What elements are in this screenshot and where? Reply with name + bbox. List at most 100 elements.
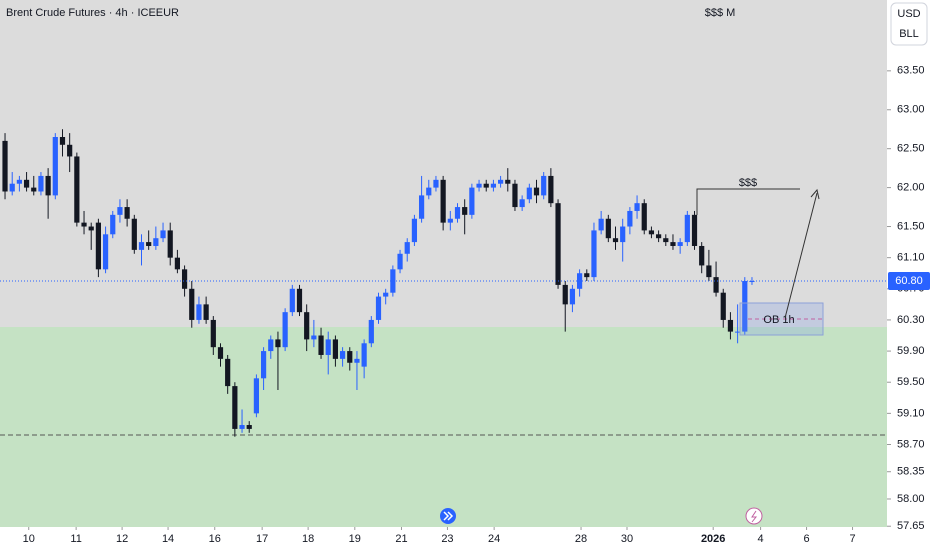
candle-body (189, 288, 195, 320)
x-tick-label: 21 (395, 533, 407, 545)
candle-body (426, 187, 432, 196)
candle-body (368, 319, 374, 344)
candle-body (562, 284, 568, 305)
candle-body (533, 187, 540, 196)
y-tick-label: 61.50 (897, 220, 925, 232)
x-tick-label: 7 (849, 533, 855, 545)
candle-body (720, 292, 726, 320)
candle-body (569, 288, 576, 305)
candle-body (347, 351, 353, 363)
candle-body (670, 242, 676, 246)
y-tick-label: 59.90 (897, 345, 925, 357)
candle-body (526, 187, 532, 200)
currency-panel[interactable] (890, 2, 928, 46)
candle-body (339, 351, 346, 359)
candle-body (519, 199, 525, 208)
candle-body (591, 230, 597, 278)
last-price-box (888, 272, 930, 291)
candle-body (95, 222, 101, 270)
y-tick-label: 61.10 (897, 252, 925, 264)
candle-body (23, 179, 30, 188)
candle-body (275, 339, 281, 348)
candle-body (447, 218, 453, 223)
candle-body (620, 226, 626, 243)
candle-body (74, 156, 80, 223)
candle-body (663, 238, 669, 243)
candle-body (548, 175, 554, 204)
candle-body (196, 304, 202, 320)
candle-body (268, 339, 274, 352)
candle-body (469, 187, 475, 215)
candle-body (433, 179, 439, 188)
candle-body (505, 179, 511, 184)
event-glyph (751, 510, 758, 523)
candle-body (210, 319, 216, 348)
candle-body (88, 226, 94, 231)
time-axis (0, 527, 887, 550)
y-tick-label: 63.00 (897, 104, 925, 116)
unit-button[interactable]: BLL (899, 28, 919, 40)
candle-body (203, 304, 209, 320)
x-tick-label: 18 (302, 533, 314, 545)
candle-body (605, 218, 611, 239)
x-tick-label: 19 (349, 533, 361, 545)
candle-body (699, 245, 705, 266)
x-tick-label: 28 (575, 533, 587, 545)
candle-body (31, 187, 37, 192)
y-tick-label: 58.70 (897, 438, 925, 450)
candle-body (253, 378, 260, 414)
x-tick-label: 11 (70, 533, 81, 545)
liquidity-line (696, 188, 800, 215)
event-icon[interactable] (745, 507, 763, 525)
candle-body (146, 242, 152, 246)
candle-body (239, 425, 245, 429)
candle-body (555, 203, 561, 285)
candle-body (749, 281, 755, 283)
candle-body (440, 179, 446, 223)
candle-body (735, 331, 741, 333)
candle-body (124, 207, 130, 219)
y-tick-label: 58.00 (897, 493, 925, 505)
candle-body (598, 218, 604, 231)
candle-body (153, 238, 159, 246)
candle-body (497, 179, 504, 184)
x-tick-label: 10 (23, 533, 35, 545)
candle-body (541, 175, 547, 196)
candle-body (260, 351, 267, 379)
candle-body (311, 335, 317, 340)
currency-button[interactable]: USD (897, 8, 920, 20)
x-tick-label: 2026 (701, 533, 725, 545)
candle-body (325, 339, 331, 355)
order-block-box (739, 302, 824, 336)
candle-body (476, 183, 482, 188)
candle-body (232, 386, 238, 429)
candle-body (81, 222, 87, 227)
candle-body (117, 207, 123, 215)
x-tick-label: 16 (209, 533, 221, 545)
candle-body (462, 207, 468, 215)
candle-body (167, 230, 173, 258)
candle-body (160, 230, 166, 239)
candle-body (332, 339, 339, 359)
x-tick-label: 14 (162, 533, 174, 545)
candle-body (648, 230, 655, 235)
chart-title: Brent Crude Futures · 4h · ICEEUR (6, 7, 179, 19)
x-tick-label: 17 (256, 533, 268, 545)
candle-body (289, 288, 295, 313)
demand-zone (0, 327, 887, 527)
candle-body (110, 214, 116, 235)
candle-body (52, 137, 58, 196)
candle-body (742, 281, 748, 332)
candle-body (490, 183, 497, 188)
projection-arrow (784, 192, 818, 319)
candle-body (45, 175, 51, 196)
candle-body (404, 242, 410, 254)
candle-body (138, 242, 145, 250)
candle-body (418, 195, 425, 219)
x-tick-label: 30 (621, 533, 633, 545)
candle-body (354, 358, 360, 363)
candle-body (634, 203, 640, 211)
y-tick-label: 57.65 (897, 520, 925, 532)
